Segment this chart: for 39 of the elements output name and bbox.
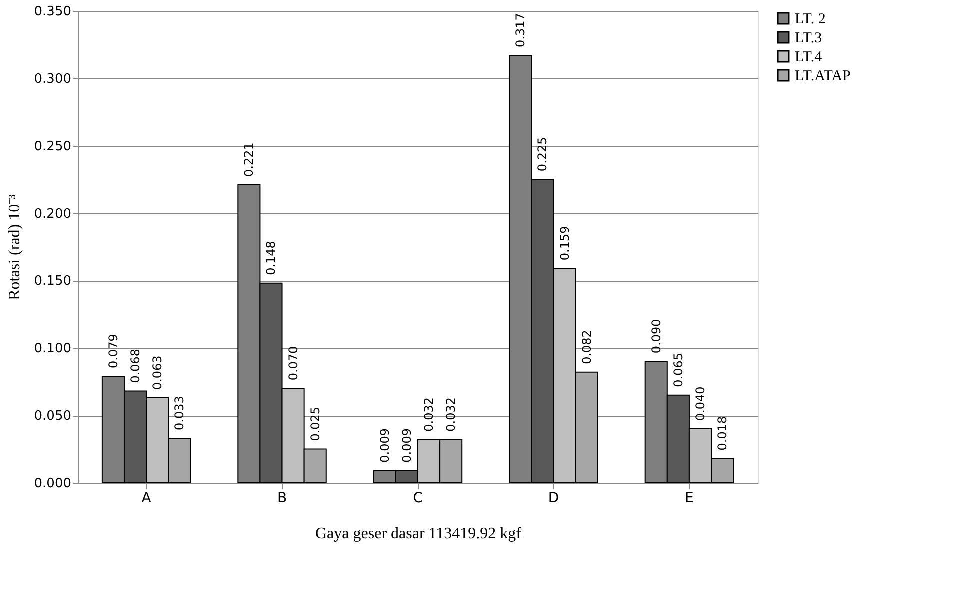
y-axis-title: Rotasi (rad) 10⁻³ — [6, 194, 24, 300]
x-tick-label: A — [142, 490, 152, 506]
y-tick-label: 0.100 — [34, 342, 72, 357]
y-tick-label: 0.250 — [34, 139, 72, 154]
y-tick-label: 0.300 — [34, 72, 72, 87]
data-label: 0.009 — [378, 428, 392, 463]
data-label: 0.063 — [150, 356, 165, 390]
y-tick-label: 0.350 — [34, 4, 72, 20]
legend-label: LT. 2 — [795, 12, 826, 28]
data-label: 0.025 — [308, 406, 322, 442]
legend-label: LT.4 — [795, 50, 823, 66]
x-axis-title: Gaya geser dasar 113419.92 kgf — [315, 526, 522, 542]
x-tick-label: D — [548, 490, 560, 506]
data-label: 0.040 — [693, 386, 708, 422]
data-label: 0.065 — [671, 352, 686, 388]
data-label: 0.317 — [514, 13, 528, 48]
legend-label: LT.3 — [795, 30, 822, 46]
data-label: 0.032 — [422, 397, 436, 432]
data-label: 0.032 — [444, 397, 458, 432]
data-label: 0.159 — [558, 226, 572, 261]
data-label: 0.068 — [128, 348, 143, 384]
data-label: 0.070 — [286, 346, 300, 381]
data-label: 0.033 — [172, 396, 187, 430]
data-label: 0.090 — [649, 319, 664, 354]
x-tick-label: E — [685, 490, 694, 506]
data-label: 0.009 — [400, 428, 414, 463]
data-label: 0.148 — [264, 241, 278, 276]
y-tick-label: 0.050 — [34, 409, 72, 424]
y-tick-label: 0.150 — [34, 274, 72, 290]
data-label: 0.221 — [242, 142, 256, 177]
y-tick-label: 0.200 — [34, 206, 72, 222]
data-label: 0.079 — [106, 334, 120, 368]
data-label: 0.082 — [580, 330, 594, 364]
x-tick-label: B — [277, 490, 288, 506]
y-tick-label: 0.000 — [34, 476, 72, 492]
legend-label: LT.ATAP — [795, 68, 851, 84]
data-label: 0.018 — [716, 416, 730, 451]
x-tick-label: C — [413, 490, 424, 506]
data-label: 0.225 — [536, 137, 550, 172]
